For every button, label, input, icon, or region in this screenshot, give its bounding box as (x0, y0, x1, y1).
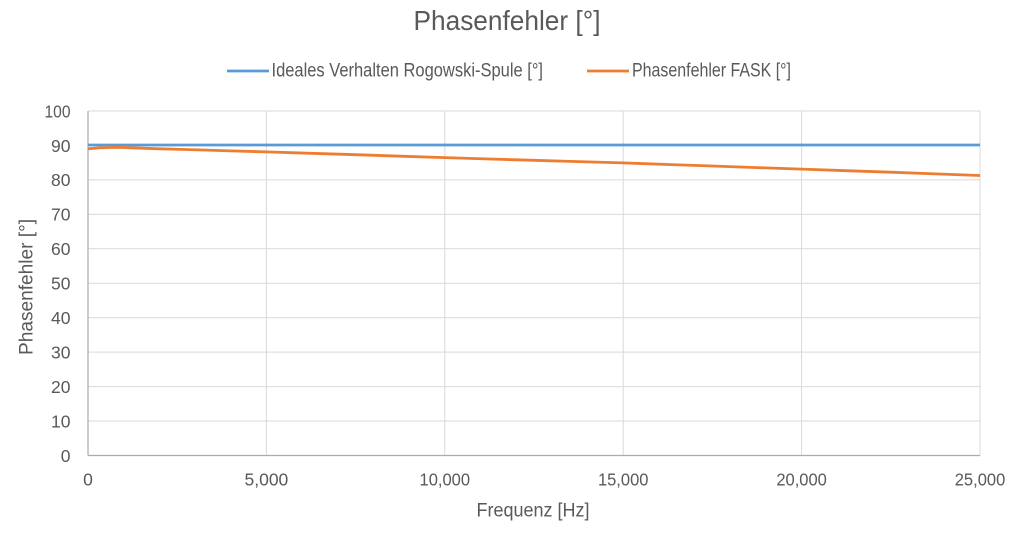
svg-text:Frequenz [Hz]: Frequenz [Hz] (477, 501, 590, 522)
svg-text:80: 80 (51, 170, 71, 190)
svg-text:20,000: 20,000 (776, 469, 827, 489)
svg-text:Ideales Verhalten Rogowski-Spu: Ideales Verhalten Rogowski-Spule [°] (272, 61, 544, 82)
svg-text:25,000: 25,000 (955, 469, 1006, 489)
svg-text:Phasenfehler [°]: Phasenfehler [°] (17, 219, 38, 355)
svg-text:15,000: 15,000 (598, 469, 649, 489)
svg-text:Phasenfehler [°]: Phasenfehler [°] (414, 5, 601, 36)
svg-text:Phasenfehler FASK [°]: Phasenfehler FASK [°] (632, 61, 791, 82)
svg-text:70: 70 (51, 205, 71, 225)
svg-text:0: 0 (83, 469, 93, 489)
svg-text:0: 0 (61, 446, 71, 466)
svg-text:60: 60 (51, 239, 71, 259)
svg-text:50: 50 (51, 274, 71, 294)
svg-text:30: 30 (51, 342, 71, 362)
svg-text:90: 90 (51, 136, 71, 156)
svg-text:10: 10 (51, 411, 71, 431)
svg-text:5,000: 5,000 (245, 469, 289, 489)
svg-text:10,000: 10,000 (420, 469, 471, 489)
svg-text:40: 40 (51, 308, 71, 328)
svg-text:100: 100 (45, 101, 71, 121)
svg-text:20: 20 (51, 377, 71, 397)
